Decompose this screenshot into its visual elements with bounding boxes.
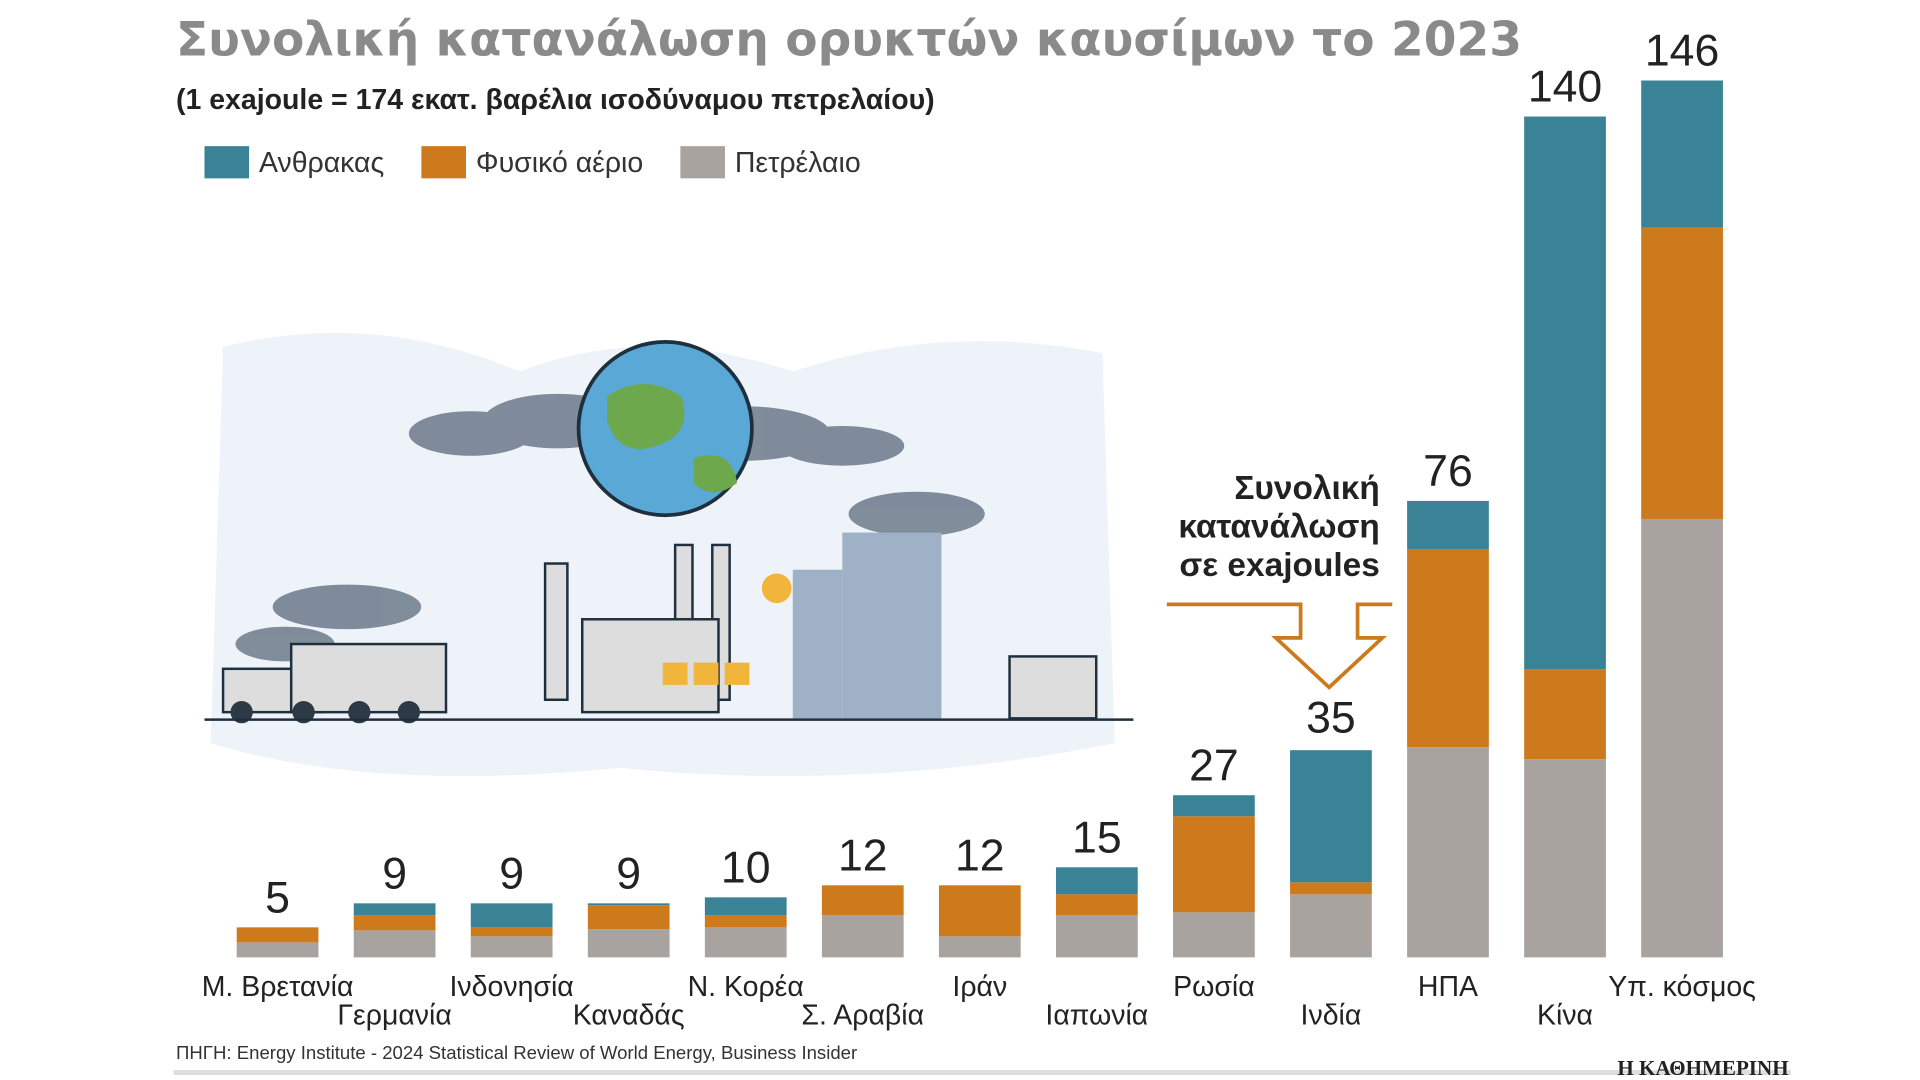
total-label: 9 [499,849,524,898]
bar-segment [1290,882,1372,895]
bar-segment [1290,750,1372,883]
x-tick-label: Υπ. κόσμος [1608,971,1756,1003]
bar-segment [704,897,787,916]
bar-segment [1641,80,1723,228]
annotation: σε exajoules [1179,547,1379,584]
bar-segment [353,915,436,931]
bar-segment [1524,759,1606,958]
bar-segment [470,936,553,958]
bar-segment [470,927,553,937]
bar-segment [587,903,670,906]
bar-segment [1055,867,1138,895]
legend-label: Πετρέλαιο [735,147,861,179]
total-label: 9 [616,849,641,898]
bar-segment [1055,894,1138,916]
bar-segment [1407,500,1489,549]
bar-segment [1173,912,1255,958]
bar-segment [704,915,787,928]
bar-segment [821,915,904,958]
total-label: 35 [1306,693,1356,742]
bar-segment [236,927,319,943]
total-label: 76 [1423,447,1473,496]
bar-segment [821,885,904,916]
legend-swatch [204,146,250,179]
total-label: 146 [1645,27,1719,76]
x-tick-label: Καναδάς [573,999,685,1031]
legend-swatch [680,146,725,179]
x-tick-label: ΗΠΑ [1418,971,1478,1003]
x-tick-label: Ινδονησία [450,971,574,1003]
illustration [204,332,1134,777]
total-label: 10 [721,843,771,892]
bar-segment [1055,915,1138,958]
brand: Η ΚΑΘΗΜΕΡΙΝΗ [1617,1056,1789,1080]
bar-segment [470,903,553,928]
total-label: 12 [838,831,888,880]
legend-swatch [421,146,466,179]
x-tick-label: Ιαπωνία [1045,999,1148,1031]
annotation: κατανάλωση [1178,509,1380,546]
bar-segment [353,930,436,958]
bar-segment [1290,894,1372,958]
x-tick-label: Ν. Κορέα [688,971,804,1003]
legend-label: Φυσικό αέριο [476,147,643,179]
bar-segment [704,927,787,958]
x-tick-label: Μ. Βρετανία [202,971,354,1003]
legend-label: Ανθρακας [259,147,384,179]
x-tick-label: Γερμανία [337,999,451,1031]
bar-segment [1524,669,1606,760]
x-tick-label: Ινδία [1301,999,1362,1031]
x-tick-label: Σ. Αραβία [801,999,924,1031]
bar-segment [236,942,319,958]
bar-segment [587,905,670,930]
bar-segment [1407,747,1489,958]
bar-segment [938,885,1021,937]
x-tick-label: Ρωσία [1173,971,1255,1003]
total-label: 9 [382,849,407,898]
bar-segment [938,936,1021,958]
total-label: 27 [1189,741,1239,790]
bar-segment [1641,227,1723,519]
source: ΠΗΓΗ: Energy Institute - 2024 Statistica… [176,1042,857,1063]
bar-segment [353,903,436,916]
bar-segment [1173,816,1255,913]
bar-segment [587,929,670,958]
total-label: 15 [1072,813,1122,862]
bar-segment [1173,795,1255,817]
bar-segment [1641,518,1723,958]
total-label: 12 [955,831,1005,880]
bar-segment [1407,548,1489,748]
chart-subtitle: (1 exajoule = 174 εκατ. βαρέλια ισοδύναμ… [176,84,935,116]
annotation: Συνολική [1234,470,1380,507]
x-tick-label: Ιράν [952,971,1007,1003]
bar-segment [1524,116,1606,670]
chart-title: Συνολική κατανάλωση ορυκτών καυσίμων το … [176,13,1522,68]
total-label: 140 [1528,63,1602,112]
x-tick-label: Κίνα [1537,999,1593,1031]
total-label: 5 [265,873,290,922]
